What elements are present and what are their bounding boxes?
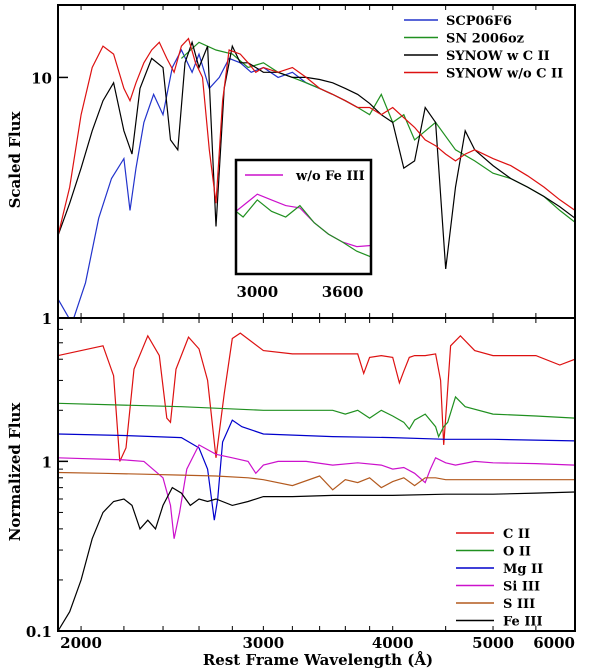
bottom-legend-label-o-ii: O II	[503, 545, 531, 560]
bottom-series-mg-ii	[58, 419, 575, 521]
bottom-series-c-ii	[58, 332, 575, 462]
top-series-synow-w-o-c-ii	[58, 37, 575, 236]
bottom-y-axis-label: Normalized Flux	[6, 402, 24, 542]
top-y-axis-label: Scaled Flux	[6, 111, 24, 209]
bottom-legend-label-si-iii: Si III	[503, 580, 540, 595]
x-tick-label: 2000	[60, 634, 102, 652]
bottom-series-o-ii	[58, 395, 575, 439]
inset-x-tick-label: 3600	[322, 283, 364, 301]
top-y-tick-label: 10	[31, 69, 52, 87]
x-tick-label: 3000	[242, 634, 284, 652]
bottom-plot-frame	[57, 317, 576, 632]
bottom-panel: 0.1 1 2000 3000 4000 5000 6000 C II O II Mg II Si …	[26, 317, 576, 652]
x-tick-label: 4000	[372, 634, 414, 652]
bottom-series-si-iii	[58, 444, 575, 539]
bottom-series-s-iii	[58, 471, 575, 491]
inset-series-sn-2006oz	[236, 199, 371, 258]
bottom-legend-label-mg-ii: Mg II	[503, 562, 543, 577]
inset-x-tick-label: 3000	[236, 283, 278, 301]
x-tick-label: 6000	[533, 634, 575, 652]
x-axis-label: Rest Frame Wavelength (Å)	[203, 651, 433, 669]
bottom-y-tick-label: 1	[42, 453, 52, 471]
bottom-legend-label-s-iii: S III	[503, 597, 535, 612]
inset-legend-label: w/o Fe III	[295, 169, 365, 184]
bottom-legend-label-fe-iii: Fe III	[503, 615, 543, 630]
bottom-legend-label-c-ii: C II	[503, 527, 530, 542]
top-legend-label-synow-w-c-ii: SYNOW w C II	[446, 49, 550, 64]
bottom-y-tick-label: 0.1	[26, 623, 52, 641]
x-tick-label: 5000	[472, 634, 514, 652]
inset-frame	[234, 158, 373, 276]
inset-series-w-o-fe-iii	[236, 193, 371, 248]
inset-background	[236, 160, 371, 274]
top-y-tick-label: 1	[42, 310, 52, 328]
top-legend-label-synow-w-o-c-ii: SYNOW w/o C II	[446, 67, 563, 82]
bottom-series-fe-iii	[58, 486, 575, 631]
top-legend-label-sn-2006oz: SN 2006oz	[446, 32, 524, 47]
inset-panel: w/o Fe III 3000 3600	[234, 158, 373, 301]
top-legend-label-scp06f6: SCP06F6	[446, 14, 512, 29]
top-series-synow-w-c-ii	[58, 40, 575, 269]
